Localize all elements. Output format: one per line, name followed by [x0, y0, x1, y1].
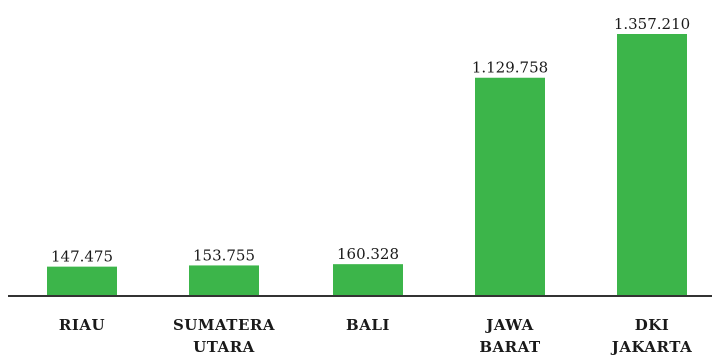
- category-label-3-1: BARAT: [479, 338, 541, 356]
- category-label-1-1: UTARA: [193, 338, 255, 356]
- category-label-2-0: BALI: [346, 316, 390, 334]
- value-labels-group: 147.475 153.755 160.328 1.129.758 1.357.210: [51, 15, 690, 266]
- value-label-2: 160.328: [337, 245, 399, 263]
- bar-3: [475, 77, 545, 295]
- value-label-3: 1.129.758: [472, 59, 548, 77]
- bar-1: [189, 265, 259, 295]
- category-label-3-0: JAWA: [484, 316, 534, 334]
- value-label-4: 1.357.210: [614, 15, 690, 33]
- bar-2: [333, 264, 403, 295]
- value-label-0: 147.475: [51, 248, 113, 266]
- category-label-4-1: JAKARTA: [610, 338, 693, 356]
- category-label-1-0: SUMATERA: [173, 316, 275, 334]
- category-labels-group: RIAU SUMATERA UTARA BALI JAWA BARAT DKI JAKARTA: [59, 316, 692, 356]
- category-label-0-0: RIAU: [59, 316, 105, 334]
- category-label-4-0: DKI: [635, 316, 670, 334]
- bars-group: [47, 34, 687, 295]
- bar-4: [617, 34, 687, 295]
- bar-0: [47, 266, 117, 295]
- value-label-1: 153.755: [193, 246, 255, 264]
